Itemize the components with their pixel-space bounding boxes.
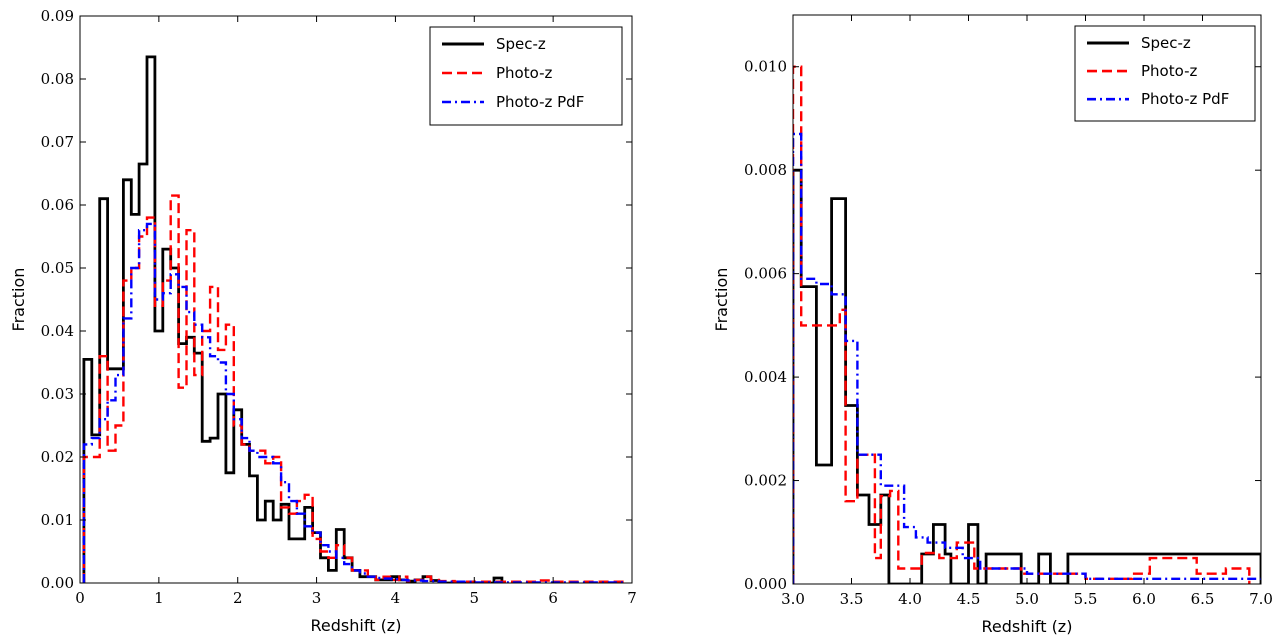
y-tick-label: 0.008: [744, 161, 787, 179]
y-tick-label: 0.06: [41, 196, 74, 214]
x-tick-label: 6: [548, 589, 558, 607]
x-axis-label: Redshift (z): [311, 616, 402, 635]
x-axis-label: Redshift (z): [982, 617, 1073, 636]
x-tick-label: 5: [470, 589, 480, 607]
axes-frame: [79, 15, 633, 584]
y-axis-label: Fraction: [712, 268, 731, 332]
y-tick-label: 0.02: [41, 448, 74, 466]
x-tick-label: 7: [627, 589, 637, 607]
plot-area: [793, 65, 1261, 584]
chart-left: 0 1 2 3 4 5 6 7 0.00 0.01 0.02 0.03 0.04 0.05 0.06 0.07…: [9, 7, 637, 635]
y-tick-label: 0.004: [744, 368, 787, 386]
x-tick-label: 6.5: [1191, 590, 1215, 608]
y-tick-label: 0.07: [41, 133, 74, 151]
x-tick-label: 3: [312, 589, 322, 607]
legend-label-2: Photo-z PdF: [1141, 90, 1229, 108]
chart-right: 3.0 3.5 4.0 4.5 5.0 5.5 6.0 6.5 7.0 0.000 0.002 0.0…: [712, 14, 1273, 636]
y-tick-label: 0.09: [41, 7, 74, 25]
series-line-1: [793, 65, 1251, 584]
y-tick-label: 0.05: [41, 259, 74, 277]
y-tick-label: 0.006: [744, 265, 787, 283]
y-tick-label: 0.002: [744, 472, 787, 490]
x-tick-label: 2: [233, 589, 243, 607]
y-tick-label: 0.08: [41, 70, 74, 88]
y-axis-label: Fraction: [9, 268, 28, 332]
legend-label-1: Photo-z: [1141, 62, 1197, 80]
x-tick-label: 7.0: [1249, 590, 1273, 608]
y-tick-label: 0.01: [41, 511, 74, 529]
y-tick-label: 0.00: [41, 574, 74, 592]
x-tick-label: 3.5: [840, 590, 864, 608]
legend: Spec-z Photo-z Photo-z PdF: [1074, 25, 1256, 122]
series-line-2: [793, 132, 1261, 584]
plot-area: [82, 55, 626, 583]
x-tick-label: 1: [154, 589, 164, 607]
x-tick-label: 6.0: [1132, 590, 1156, 608]
y-tick-label: 0.04: [41, 322, 74, 340]
x-tick-label: 3.0: [781, 590, 805, 608]
series-line-0: [82, 55, 504, 583]
x-tick-label: 4.0: [898, 590, 922, 608]
x-tick-label: 5.0: [1015, 590, 1039, 608]
series-line-2: [82, 222, 626, 583]
legend: Spec-z Photo-z Photo-z PdF: [429, 26, 623, 126]
legend-label-2: Photo-z PdF: [496, 93, 584, 111]
series-line-0: [793, 168, 1261, 584]
y-tick-label: 0.03: [41, 385, 74, 403]
series-line-1: [82, 194, 626, 583]
x-tick-label: 5.5: [1074, 590, 1098, 608]
legend-label-1: Photo-z: [496, 64, 552, 82]
x-tick-label: 0: [75, 589, 85, 607]
legend-label-0: Spec-z: [496, 35, 546, 53]
legend-label-0: Spec-z: [1141, 34, 1191, 52]
x-tick-label: 4: [391, 589, 401, 607]
x-tick-label: 4.5: [957, 590, 981, 608]
y-tick-label: 0.000: [744, 575, 787, 593]
y-tick-label: 0.010: [744, 58, 787, 76]
